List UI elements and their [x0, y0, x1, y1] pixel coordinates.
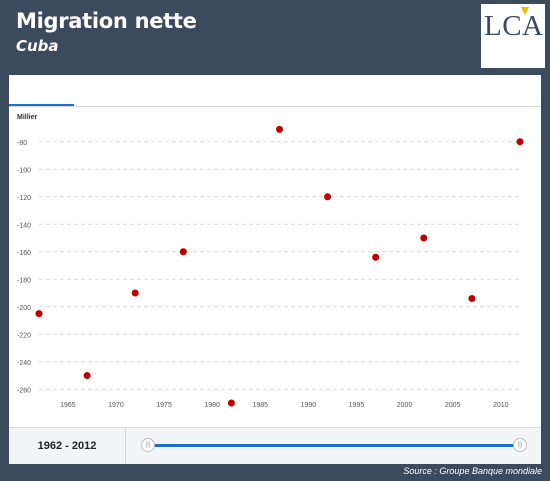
x-tick-label: 1985 [252, 402, 268, 409]
data-point [227, 399, 235, 407]
x-tick-label: 1975 [156, 402, 172, 409]
page-subtitle: Cuba [16, 37, 59, 55]
y-tick-label: -260 [17, 387, 31, 394]
y-tick-label: -80 [17, 140, 27, 147]
x-tick-label: 2005 [445, 402, 461, 409]
header: Migration nette Cuba LCA [0, 0, 550, 74]
logo-accent-icon [521, 7, 529, 15]
logo-text: LCA [484, 10, 544, 42]
range-slider-handle-start[interactable]: ||| [141, 438, 155, 452]
tab-bar [9, 75, 541, 107]
range-separator: - [62, 440, 72, 452]
x-tick-label: 1970 [108, 402, 124, 409]
scatter-chart: Millier -80 -100 -120 -140 -160 -180 -200 -220 -2… [17, 114, 524, 409]
y-axis-label: Millier [17, 114, 38, 121]
page-title: Migration nette [16, 9, 197, 33]
data-point [516, 138, 524, 146]
data-point [372, 253, 380, 261]
range-start: 1962 [37, 440, 63, 452]
range-end: 2012 [71, 440, 97, 452]
data-point [83, 372, 91, 379]
y-tick-label: -120 [17, 195, 31, 202]
range-slider-track[interactable] [148, 444, 520, 447]
data-point [131, 289, 139, 297]
y-tick-label: -160 [17, 250, 31, 257]
y-tick-label: -200 [17, 305, 31, 312]
x-tick-label: 2000 [397, 402, 413, 409]
tab-chart[interactable] [9, 75, 74, 106]
data-point [324, 193, 332, 201]
data-point [179, 248, 187, 256]
data-point [468, 295, 476, 302]
source-note: Source : Groupe Banque mondiale [403, 466, 542, 476]
range-label: 1962 - 2012 [9, 428, 126, 464]
x-tick-label: 1980 [204, 402, 220, 409]
lca-logo: LCA [481, 4, 545, 68]
x-tick-label: 1990 [301, 402, 317, 409]
y-tick-label: -220 [17, 332, 31, 339]
x-tick-label: 1995 [349, 402, 365, 409]
range-slider-handle-end[interactable]: ||| [513, 438, 527, 452]
chart-panel: Millier -80 -100 -120 -140 -160 -180 -200 -220 -2… [9, 75, 541, 464]
x-tick-label: 1965 [60, 402, 76, 409]
y-tick-label: -140 [17, 222, 31, 229]
data-point [420, 234, 428, 242]
y-tick-label: -180 [17, 277, 31, 284]
data-point [35, 310, 43, 318]
x-tick-label: 2010 [493, 402, 509, 409]
range-footer: 1962 - 2012 ||| ||| [9, 427, 541, 464]
data-point [276, 125, 283, 133]
y-tick-label: -100 [17, 167, 31, 174]
y-tick-label: -240 [17, 360, 31, 367]
